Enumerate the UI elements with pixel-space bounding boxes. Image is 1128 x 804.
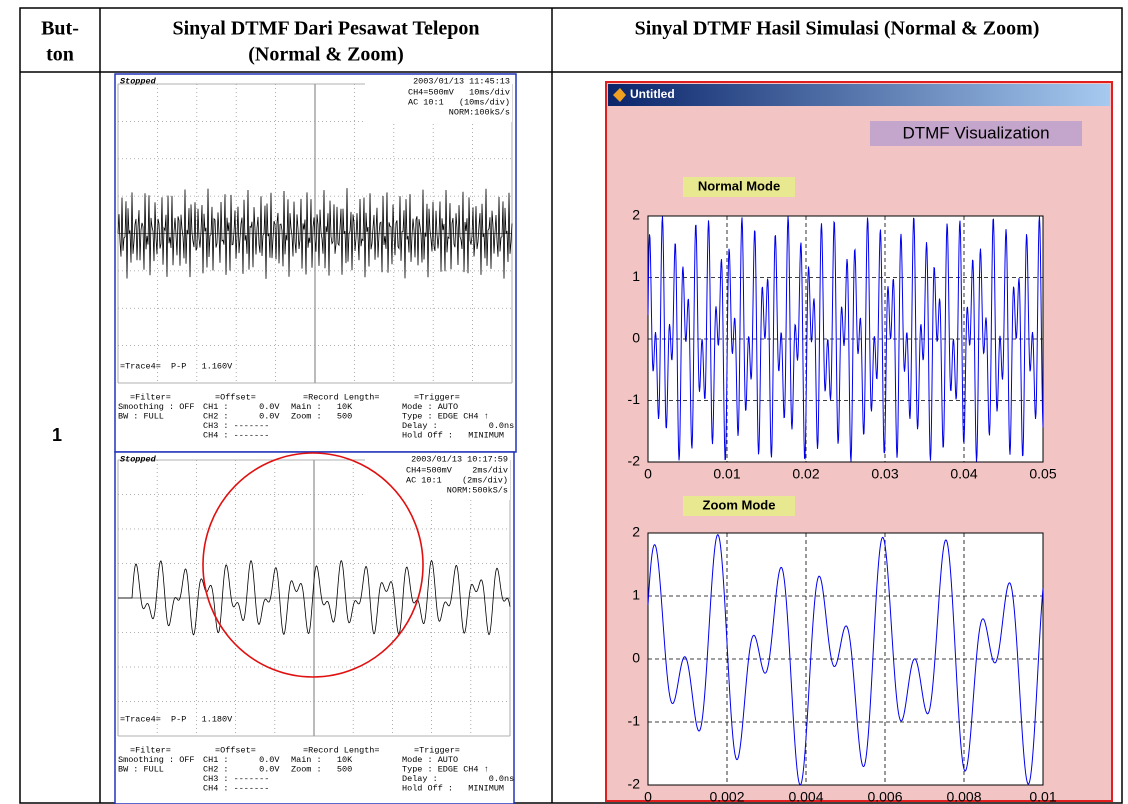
scope-status: Stopped bbox=[120, 76, 157, 86]
header-cell: But- bbox=[41, 18, 79, 40]
y-tick-label: -2 bbox=[628, 776, 641, 792]
scope-trace: =Trace4= P-P 1.180V bbox=[120, 714, 233, 724]
y-tick-label: -2 bbox=[628, 453, 641, 469]
y-tick-label: -1 bbox=[628, 713, 641, 729]
x-tick-label: 0 bbox=[644, 466, 652, 482]
scope-setting: AC 10:1 (2ms/div) bbox=[406, 475, 508, 485]
scope-status: Stopped bbox=[120, 454, 157, 464]
scope-footer: =Record Length= bbox=[303, 392, 380, 402]
y-tick-label: 0 bbox=[632, 330, 640, 346]
scope-footer: CH2 : 0.0V bbox=[203, 764, 280, 774]
scope-setting: CH4=500mV 10ms/div bbox=[408, 87, 510, 97]
scope-footer: CH4 : ------- bbox=[203, 430, 269, 440]
scope-footer: CH2 : 0.0V bbox=[203, 411, 280, 421]
scope-footer: Mode : AUTO bbox=[402, 402, 458, 412]
y-tick-label: 2 bbox=[632, 207, 640, 223]
scope-footer: CH3 : ------- bbox=[203, 421, 269, 431]
x-tick-label: 0.01 bbox=[713, 466, 740, 482]
scope-footer: Delay : 0.0ns bbox=[402, 774, 514, 784]
header-cell: ton bbox=[46, 44, 74, 66]
scope-trace: =Trace4= P-P 1.160V bbox=[120, 361, 233, 371]
header-cell: Sinyal DTMF Dari Pesawat Telepon bbox=[172, 18, 479, 40]
y-tick-label: 0 bbox=[632, 650, 640, 666]
scope-date: 2003/01/13 11:45:13 bbox=[413, 76, 510, 86]
header-cell: (Normal & Zoom) bbox=[248, 44, 404, 66]
scope-footer: Mode : AUTO bbox=[402, 755, 458, 765]
x-tick-label: 0.008 bbox=[946, 789, 981, 804]
scope-footer: Main : 10K bbox=[291, 755, 353, 765]
scope-footer: Hold Off : MINIMUM bbox=[402, 783, 504, 793]
x-tick-label: 0.002 bbox=[709, 789, 744, 804]
scope-footer: =Filter= bbox=[130, 745, 171, 755]
scope-footer: BW : FULL bbox=[118, 764, 164, 774]
scope-footer: Type : EDGE CH4 ↑ bbox=[402, 411, 489, 421]
x-tick-label: 0 bbox=[644, 789, 652, 804]
scope-footer: =Filter= bbox=[130, 392, 171, 402]
scope-setting: AC 10:1 (10ms/div) bbox=[408, 97, 510, 107]
scope-footer: Smoothing : OFF bbox=[118, 402, 195, 412]
title-bar bbox=[608, 84, 1110, 106]
y-tick-label: 2 bbox=[632, 524, 640, 540]
window-title: Untitled bbox=[630, 87, 675, 101]
scope-footer: CH1 : 0.0V bbox=[203, 755, 280, 765]
scope-footer: Type : EDGE CH4 ↑ bbox=[402, 764, 489, 774]
scope-setting: NORM:100kS/s bbox=[449, 107, 510, 117]
y-tick-label: -1 bbox=[628, 391, 641, 407]
header-cell: Sinyal DTMF Hasil Simulasi (Normal & Zoo… bbox=[635, 18, 1040, 40]
scope-footer: Smoothing : OFF bbox=[118, 755, 195, 765]
scope-footer: =Trigger= bbox=[414, 392, 460, 402]
scope-footer: Zoom : 500 bbox=[291, 411, 352, 421]
mode-label: Normal Mode bbox=[698, 178, 780, 193]
y-tick-label: 1 bbox=[632, 268, 640, 284]
scope-footer: =Record Length= bbox=[303, 745, 380, 755]
x-tick-label: 0.05 bbox=[1029, 466, 1056, 482]
x-tick-label: 0.004 bbox=[788, 789, 823, 804]
scope-footer: CH4 : ------- bbox=[203, 783, 269, 793]
x-tick-label: 0.04 bbox=[950, 466, 977, 482]
x-tick-label: 0.006 bbox=[867, 789, 902, 804]
page: But- ton Sinyal DTMF Dari Pesawat Telepo… bbox=[0, 0, 1128, 804]
x-tick-label: 0.03 bbox=[871, 466, 898, 482]
scope-footer: CH3 : ------- bbox=[203, 774, 269, 784]
scope-footer: =Offset= bbox=[215, 745, 256, 755]
mode-label: Zoom Mode bbox=[703, 497, 776, 512]
scope-footer: BW : FULL bbox=[118, 411, 164, 421]
scope-footer: Delay : 0.0ns bbox=[402, 421, 514, 431]
scope-footer: =Trigger= bbox=[414, 745, 460, 755]
scope-footer: =Offset= bbox=[215, 392, 256, 402]
x-tick-label: 0.01 bbox=[1029, 789, 1056, 804]
panel-title: DTMF Visualization bbox=[902, 123, 1049, 142]
scope-footer: CH1 : 0.0V bbox=[203, 402, 280, 412]
scope-footer: Hold Off : MINIMUM bbox=[402, 430, 504, 440]
scope-footer: Main : 10K bbox=[291, 402, 353, 412]
scope-setting: CH4=500mV 2ms/div bbox=[406, 465, 508, 475]
y-tick-label: 1 bbox=[632, 587, 640, 603]
button-label: 1 bbox=[52, 425, 62, 445]
x-tick-label: 0.02 bbox=[792, 466, 819, 482]
scope-date: 2003/01/13 10:17:59 bbox=[411, 454, 508, 464]
scope-footer: Zoom : 500 bbox=[291, 764, 352, 774]
scope-setting: NORM:500kS/s bbox=[447, 485, 508, 495]
